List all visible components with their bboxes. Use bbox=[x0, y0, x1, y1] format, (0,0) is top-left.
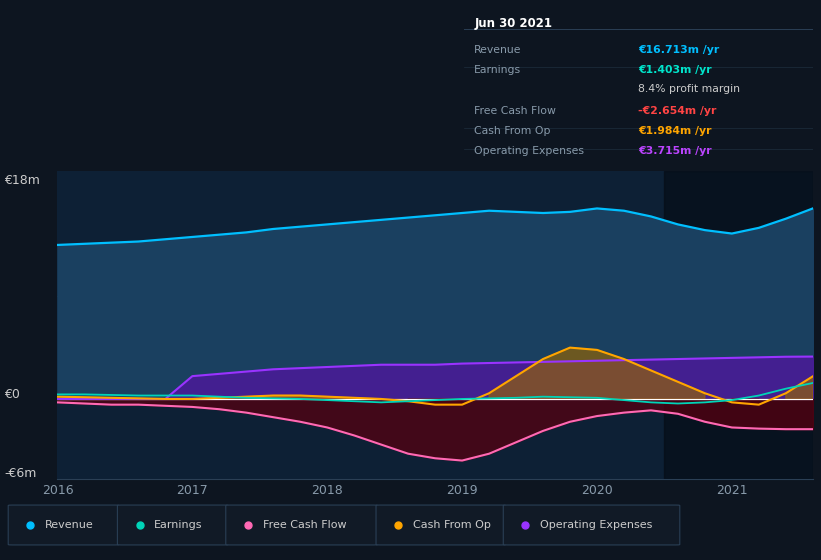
Text: Earnings: Earnings bbox=[154, 520, 203, 530]
Text: Cash From Op: Cash From Op bbox=[413, 520, 491, 530]
FancyBboxPatch shape bbox=[226, 505, 378, 545]
Text: Jun 30 2021: Jun 30 2021 bbox=[475, 17, 553, 30]
Text: Free Cash Flow: Free Cash Flow bbox=[263, 520, 346, 530]
Text: -€6m: -€6m bbox=[4, 466, 36, 480]
Text: Revenue: Revenue bbox=[475, 45, 522, 55]
Text: Cash From Op: Cash From Op bbox=[475, 127, 551, 137]
Text: Free Cash Flow: Free Cash Flow bbox=[475, 106, 556, 116]
Text: -€2.654m /yr: -€2.654m /yr bbox=[639, 106, 717, 116]
Text: Operating Expenses: Operating Expenses bbox=[475, 146, 585, 156]
Text: €1.403m /yr: €1.403m /yr bbox=[639, 66, 712, 76]
Text: €18m: €18m bbox=[4, 174, 40, 186]
Bar bbox=[664, 171, 813, 479]
FancyBboxPatch shape bbox=[8, 505, 119, 545]
Text: €1.984m /yr: €1.984m /yr bbox=[639, 127, 712, 137]
FancyBboxPatch shape bbox=[117, 505, 228, 545]
Text: Operating Expenses: Operating Expenses bbox=[540, 520, 653, 530]
Text: Earnings: Earnings bbox=[475, 66, 521, 76]
FancyBboxPatch shape bbox=[503, 505, 680, 545]
FancyBboxPatch shape bbox=[376, 505, 506, 545]
Text: €3.715m /yr: €3.715m /yr bbox=[639, 146, 712, 156]
Text: €16.713m /yr: €16.713m /yr bbox=[639, 45, 719, 55]
Text: €0: €0 bbox=[4, 388, 20, 402]
Text: Revenue: Revenue bbox=[45, 520, 94, 530]
Text: 8.4% profit margin: 8.4% profit margin bbox=[639, 84, 741, 94]
